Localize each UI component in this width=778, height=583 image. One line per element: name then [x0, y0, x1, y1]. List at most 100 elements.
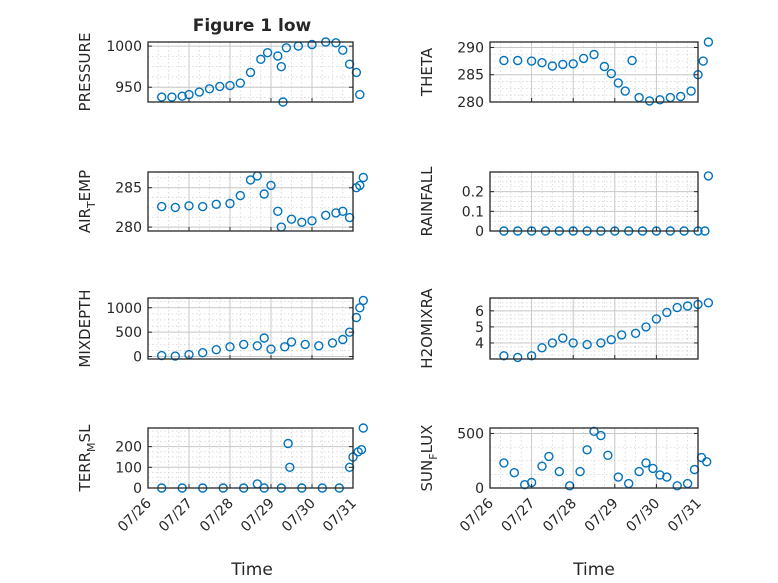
data-point [170, 202, 181, 213]
data-point [672, 481, 682, 491]
data-point [554, 466, 564, 477]
data-point [235, 78, 246, 88]
data-point [276, 61, 286, 72]
y-axis-label: SUNFLUX [418, 425, 440, 492]
x-tick-label: 07/28 [540, 496, 580, 536]
data-point [613, 78, 623, 88]
data-point [273, 206, 283, 217]
subplot-air-temp: 280 285 AIRTEMP [76, 170, 368, 236]
data-point [644, 96, 655, 106]
x-axis-label-left: Time [230, 560, 273, 580]
data-point [225, 80, 235, 91]
data-point [686, 86, 696, 96]
data-point [307, 39, 317, 50]
x-tick-label: 07/27 [499, 496, 539, 536]
data-point [211, 199, 222, 210]
data-point [204, 84, 215, 94]
x-tick-label: 07/30 [279, 496, 319, 536]
data-point [321, 210, 331, 221]
data-point [156, 201, 167, 212]
data-point [703, 171, 714, 181]
data-point [689, 464, 700, 475]
data-point [281, 43, 292, 53]
data-point [170, 351, 181, 361]
data-point [578, 53, 589, 64]
data-point [225, 342, 235, 352]
data-point [641, 458, 651, 468]
subplot-pressure: 950 1000 PRESSURE [76, 33, 365, 111]
data-point [509, 468, 519, 478]
data-point [606, 68, 616, 79]
data-point [266, 180, 276, 191]
data-point [596, 338, 606, 348]
data-point [194, 87, 205, 97]
data-point [356, 445, 367, 455]
subplot-h2omixra: 456 H2OMIXRA [418, 288, 714, 369]
axes-box [147, 41, 354, 103]
data-point [358, 172, 368, 183]
y-tick-label: 285 [115, 181, 142, 197]
y-tick-label: 0 [475, 481, 484, 497]
x-tick-label: 07/29 [582, 496, 622, 536]
data-point [262, 48, 273, 58]
y-tick-label: 4 [475, 336, 484, 352]
data-point [215, 81, 225, 92]
y-axis-label: TERRMSL [76, 424, 98, 493]
data-point [582, 445, 592, 455]
data-point [575, 466, 585, 477]
data-point [245, 67, 256, 78]
data-point [259, 189, 269, 199]
figure-title: Figure 1 low [193, 16, 312, 36]
y-axis-label: AIRTEMP [76, 170, 98, 233]
data-point [568, 338, 578, 348]
data-point [662, 472, 672, 482]
data-point [499, 351, 509, 361]
data-point [297, 217, 307, 228]
data-point [624, 478, 634, 489]
data-point [537, 461, 547, 471]
data-point [603, 450, 613, 460]
data-point [338, 45, 348, 55]
axes-box [489, 427, 699, 489]
data-point [358, 423, 368, 433]
data-point [672, 302, 682, 313]
data-point [544, 451, 554, 462]
data-point [283, 438, 293, 449]
data-point [596, 430, 606, 441]
data-point [513, 352, 523, 363]
axes-box [489, 297, 699, 360]
y-tick-label: 1000 [106, 39, 142, 55]
data-point [547, 338, 558, 348]
data-point [252, 171, 262, 181]
y-tick-label: 6 [475, 304, 484, 320]
data-point [338, 206, 348, 217]
data-point [676, 91, 686, 102]
data-point [526, 351, 537, 361]
data-point [547, 61, 558, 71]
data-point [331, 38, 341, 48]
subplot-theta: 280 285 290 THETA [418, 37, 714, 111]
y-tick-label: 500 [115, 325, 142, 341]
data-point [238, 339, 249, 350]
data-point [589, 49, 599, 60]
data-point [703, 37, 714, 47]
data-point [358, 295, 368, 306]
x-axis-label-right: Time [572, 560, 615, 580]
y-tick-label: 1000 [106, 301, 142, 317]
y-axis-label: H2OMIXRA [418, 288, 436, 369]
axes-box [489, 171, 699, 232]
data-point [703, 298, 714, 308]
axes-box [489, 41, 699, 103]
y-axis-label: RAINFALL [418, 166, 436, 237]
y-tick-label: 950 [115, 80, 142, 96]
data-point [499, 55, 509, 66]
subplot-terr-msl: 0 100 200 TERRMSL 07/26 07/27 07/28 07/29 07/30 0… [76, 423, 368, 536]
subplot-mixdepth: 0 500 1000 MIXDEPTH [76, 289, 368, 368]
data-point [167, 92, 177, 102]
data-point [526, 56, 537, 66]
data-point [702, 457, 712, 467]
data-point [225, 198, 235, 209]
data-point [286, 214, 297, 224]
x-tick-label: 07/31 [320, 496, 360, 536]
